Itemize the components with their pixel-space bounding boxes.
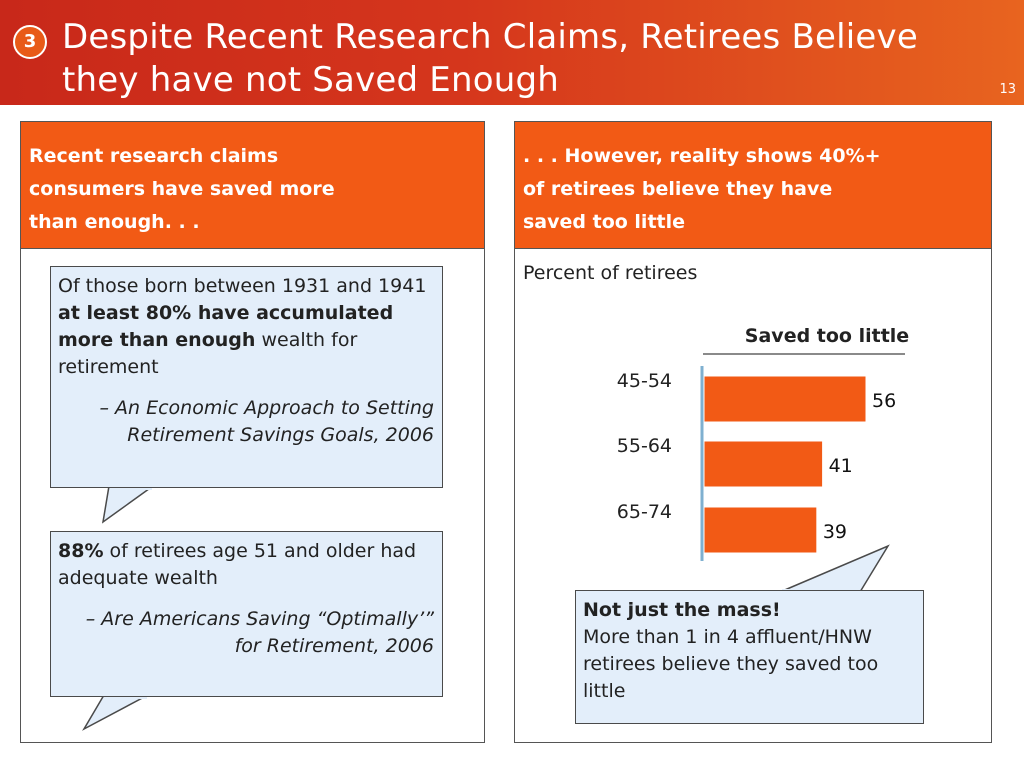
research-quote-callout-1: Of those born between 1931 and 1941 at l… [50,266,443,488]
chart-bar-55-64 [703,440,824,488]
callout1-body: Of those born between 1931 and 1941 at l… [58,273,434,381]
retirees-bar-chart: Percent of retirees Saved too little 45-… [523,262,909,561]
affluent-callout: Not just the mass! More than 1 in 4 affl… [575,590,924,724]
chart-category-label: 65-74 [617,501,672,523]
slide-title-line-2: they have not Saved Enough [62,60,560,100]
callout2-text-bold: 88% [58,540,104,562]
left-header-line-1: Recent research claims [29,145,279,167]
page-number: 13 [999,82,1016,97]
callout2-citation: – Are Americans Saving “Optimally’” for … [85,608,434,657]
left-panel-header: Recent research claims consumers have sa… [21,122,484,249]
chart-title: Percent of retirees [523,262,697,284]
callout1-text-end: wealth for retirement [58,329,358,378]
callout1-citation: – An Economic Approach to Setting Retire… [99,397,434,446]
callout2-tail [82,694,149,731]
chart-bar-45-54 [703,375,867,423]
slide-title-line-1: Despite Recent Research Claims, Retirees… [62,17,918,57]
research-quote-callout-2: 88% of retirees age 51 and older had ade… [50,531,443,697]
title-banner: 3 Despite Recent Research Claims, Retire… [0,0,1024,105]
right-panel-header: . . . However, reality shows 40%+ of ret… [515,122,991,249]
callout1-tail [101,485,156,524]
chart-data-label: 56 [872,390,896,412]
chart-data-label: 39 [823,521,847,543]
chart-category-label: 55-64 [617,435,672,457]
affluent-callout-text: More than 1 in 4 affluent/HNW retirees b… [583,626,879,702]
chart-data-label: 41 [829,455,853,477]
affluent-callout-heading: Not just the mass! [583,599,781,621]
right-header-line-2: of retirees believe they have [523,178,833,200]
right-header-line-3: saved too little [523,211,686,233]
callout1-text-bold: at least 80% have accumulated more than … [58,302,394,351]
callout2-text: of retirees age 51 and older had adequat… [58,540,417,589]
section-number-badge: 3 [13,25,47,59]
right-header-line-1: . . . However, reality shows 40%+ [523,145,881,167]
chart-bar-65-74 [703,506,818,554]
callout2-body: 88% of retirees age 51 and older had ade… [58,538,434,592]
left-header-line-2: consumers have saved more [29,178,335,200]
chart-series-label: Saved too little [745,325,909,347]
chart-category-label: 45-54 [617,370,672,392]
callout1-text-start: Of those born between 1931 and 1941 [58,275,427,297]
slide-title: Despite Recent Research Claims, Retirees… [62,16,982,102]
left-header-line-3: than enough. . . [29,211,200,233]
